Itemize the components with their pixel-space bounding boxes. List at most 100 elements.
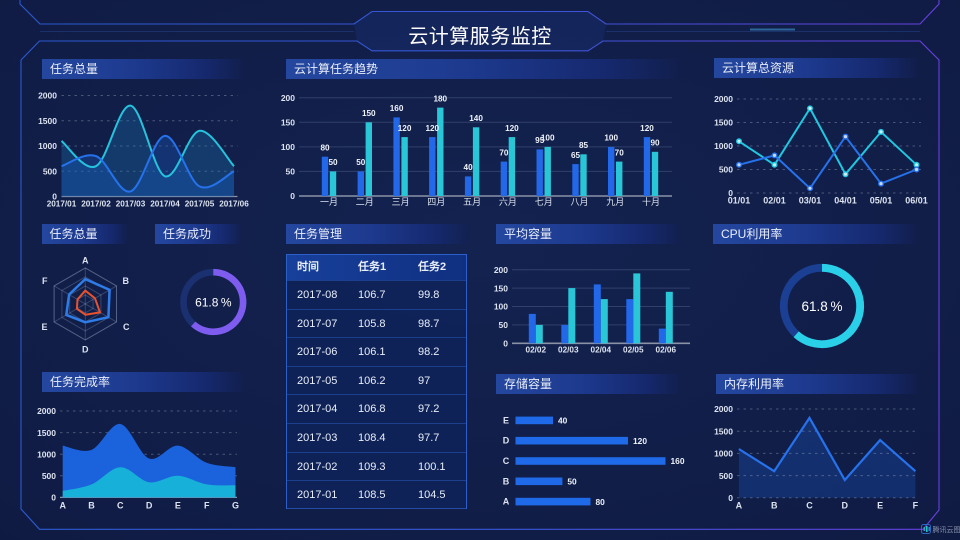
svg-text:2000: 2000 xyxy=(714,94,733,104)
svg-text:06/01: 06/01 xyxy=(905,196,928,206)
svg-text:一月: 一月 xyxy=(320,197,338,207)
svg-text:120: 120 xyxy=(398,124,412,133)
svg-text:五月: 五月 xyxy=(463,197,481,207)
svg-text:A: A xyxy=(736,500,743,510)
svg-text:C: C xyxy=(123,322,130,332)
svg-text:C: C xyxy=(806,500,813,510)
svg-text:八月: 八月 xyxy=(570,197,588,207)
svg-text:150: 150 xyxy=(362,109,376,118)
svg-text:02/03: 02/03 xyxy=(558,346,579,355)
svg-text:95: 95 xyxy=(535,136,545,145)
svg-text:100: 100 xyxy=(604,134,618,143)
svg-text:2017/05: 2017/05 xyxy=(185,200,215,209)
svg-text:0: 0 xyxy=(503,339,508,349)
svg-text:四月: 四月 xyxy=(427,197,445,207)
svg-text:120: 120 xyxy=(425,124,439,133)
svg-text:二月: 二月 xyxy=(356,197,374,207)
svg-text:E: E xyxy=(175,500,181,510)
svg-text:2000: 2000 xyxy=(38,91,57,101)
svg-text:七月: 七月 xyxy=(535,197,553,207)
svg-text:50: 50 xyxy=(356,158,366,167)
svg-text:02/06: 02/06 xyxy=(656,346,677,355)
svg-text:腾讯云图: 腾讯云图 xyxy=(933,525,960,534)
svg-text:150: 150 xyxy=(281,118,295,128)
svg-text:61.8 %: 61.8 % xyxy=(802,299,843,314)
svg-text:40: 40 xyxy=(558,416,568,426)
svg-text:140: 140 xyxy=(469,114,483,123)
svg-text:01/01: 01/01 xyxy=(728,196,751,206)
svg-text:1500: 1500 xyxy=(38,116,57,126)
svg-text:C: C xyxy=(503,456,510,466)
svg-text:2017/03: 2017/03 xyxy=(116,200,146,209)
svg-text:1500: 1500 xyxy=(714,118,733,128)
svg-text:E: E xyxy=(503,415,509,425)
svg-text:B: B xyxy=(771,500,778,510)
svg-text:B: B xyxy=(503,476,510,486)
svg-text:65: 65 xyxy=(571,151,581,160)
svg-text:C: C xyxy=(117,500,124,510)
svg-text:150: 150 xyxy=(494,283,508,293)
svg-text:85: 85 xyxy=(579,141,589,150)
svg-text:70: 70 xyxy=(615,148,625,157)
svg-text:160: 160 xyxy=(671,456,685,466)
svg-text:E: E xyxy=(41,322,47,332)
svg-text:E: E xyxy=(877,500,883,510)
svg-text:F: F xyxy=(42,276,48,286)
svg-text:80: 80 xyxy=(596,497,606,507)
svg-text:三月: 三月 xyxy=(392,197,410,207)
svg-text:1000: 1000 xyxy=(714,449,733,459)
svg-text:90: 90 xyxy=(650,139,660,148)
svg-text:2017/02: 2017/02 xyxy=(81,200,111,209)
svg-text:05/01: 05/01 xyxy=(870,196,893,206)
svg-text:02/04: 02/04 xyxy=(591,346,612,355)
svg-text:120: 120 xyxy=(505,124,519,133)
svg-text:D: D xyxy=(146,500,153,510)
svg-text:02/02: 02/02 xyxy=(526,346,547,355)
svg-text:0: 0 xyxy=(51,493,56,503)
svg-text:120: 120 xyxy=(640,124,654,133)
svg-text:2000: 2000 xyxy=(37,406,56,416)
svg-text:80: 80 xyxy=(320,144,330,153)
svg-text:100: 100 xyxy=(281,142,295,152)
svg-text:B: B xyxy=(123,276,130,286)
svg-text:50: 50 xyxy=(499,320,509,330)
svg-text:1000: 1000 xyxy=(37,449,56,459)
svg-text:1500: 1500 xyxy=(37,428,56,438)
svg-text:F: F xyxy=(913,500,919,510)
svg-text:180: 180 xyxy=(433,94,447,103)
svg-text:0: 0 xyxy=(728,493,733,503)
svg-text:1000: 1000 xyxy=(38,141,57,151)
svg-text:160: 160 xyxy=(390,104,404,113)
svg-text:D: D xyxy=(503,436,510,446)
svg-text:500: 500 xyxy=(43,166,57,176)
svg-text:F: F xyxy=(204,500,210,510)
svg-text:500: 500 xyxy=(42,471,56,481)
svg-text:100: 100 xyxy=(541,134,555,143)
svg-text:40: 40 xyxy=(464,163,474,172)
svg-text:1000: 1000 xyxy=(714,141,733,151)
svg-text:0: 0 xyxy=(290,191,295,201)
svg-text:十月: 十月 xyxy=(642,196,660,207)
svg-text:200: 200 xyxy=(281,93,295,103)
svg-text:50: 50 xyxy=(567,477,577,487)
svg-text:0: 0 xyxy=(52,192,57,202)
svg-text:D: D xyxy=(82,345,89,355)
svg-text:D: D xyxy=(842,500,849,510)
svg-text:02/05: 02/05 xyxy=(623,346,644,355)
svg-text:G: G xyxy=(232,500,239,510)
svg-text:120: 120 xyxy=(633,436,647,446)
svg-text:02/01: 02/01 xyxy=(763,196,786,206)
svg-text:70: 70 xyxy=(499,148,509,157)
svg-text:B: B xyxy=(88,500,95,510)
svg-text:A: A xyxy=(503,497,510,507)
svg-text:2017/01: 2017/01 xyxy=(47,200,77,209)
svg-text:500: 500 xyxy=(719,471,733,481)
svg-text:2017/06: 2017/06 xyxy=(219,200,249,209)
svg-text:50: 50 xyxy=(328,158,338,167)
svg-text:2000: 2000 xyxy=(714,404,733,414)
svg-text:1500: 1500 xyxy=(714,426,733,436)
svg-text:2017/04: 2017/04 xyxy=(150,200,180,209)
svg-text:A: A xyxy=(82,256,89,266)
svg-text:A: A xyxy=(59,500,66,510)
svg-text:500: 500 xyxy=(719,165,733,175)
